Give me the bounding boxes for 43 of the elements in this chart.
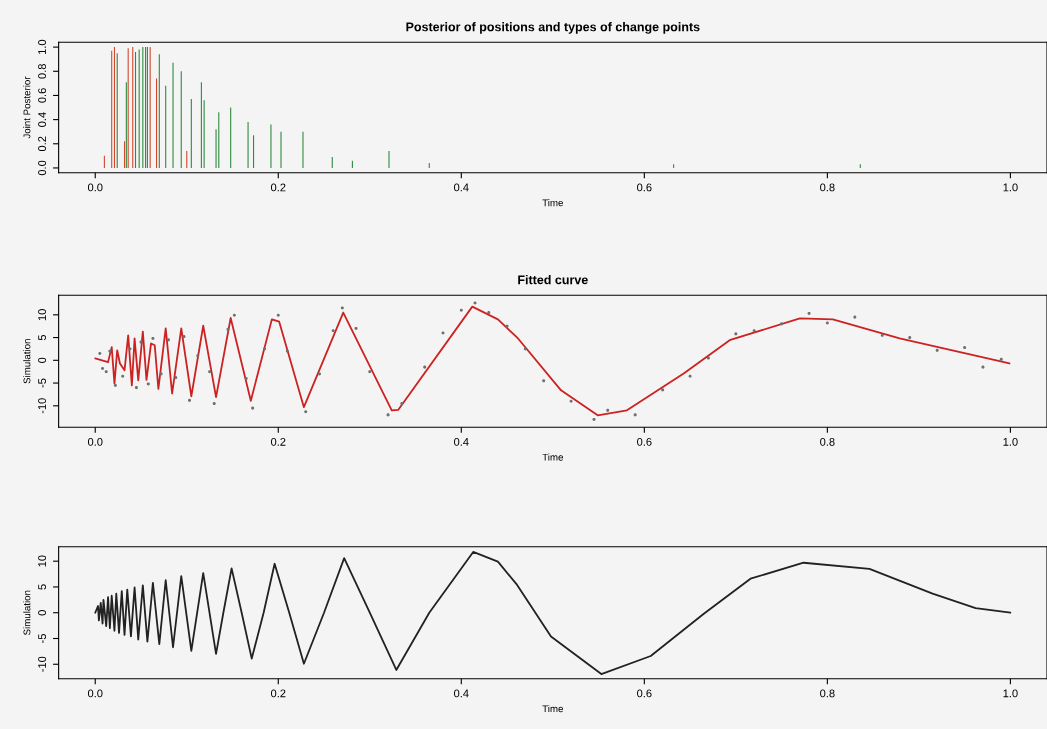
y-tick-label: 0.6 bbox=[38, 88, 47, 103]
chart-title: Fitted curve bbox=[518, 275, 588, 285]
x-tick-label: 0.6 bbox=[637, 689, 652, 698]
x-tick-label: 1.0 bbox=[1003, 437, 1018, 446]
x-axis-title: Time bbox=[542, 705, 563, 713]
y-tick-label: -5 bbox=[38, 378, 47, 388]
x-tick-label: 0.4 bbox=[454, 689, 469, 698]
y-tick-label: 0.0 bbox=[38, 160, 47, 176]
y-axis-title: Joint Posterior bbox=[23, 76, 31, 139]
line-series bbox=[94, 550, 1012, 675]
x-tick-label: 0.6 bbox=[637, 183, 652, 192]
x-tick-label: 0.0 bbox=[87, 437, 103, 446]
x-tick-label: 0.4 bbox=[454, 437, 469, 446]
y-tick-label: -5 bbox=[38, 634, 47, 643]
x-tick-label: 1.0 bbox=[1003, 183, 1018, 192]
y-tick-label: 0 bbox=[38, 610, 47, 616]
x-tick-label: 0.4 bbox=[454, 183, 469, 192]
y-tick-label: 10 bbox=[38, 309, 47, 321]
y-tick-label: 5 bbox=[38, 334, 47, 341]
y-tick-label: 5 bbox=[38, 584, 47, 590]
y-axis-title: Simulation bbox=[23, 339, 31, 384]
x-tick-label: 0.2 bbox=[270, 689, 286, 698]
x-tick-label: 1.0 bbox=[1003, 689, 1018, 698]
y-tick-label: 0.8 bbox=[38, 64, 47, 79]
y-tick-label: 0 bbox=[38, 357, 47, 363]
x-tick-label: 0.0 bbox=[87, 183, 103, 192]
x-tick-label: 0.8 bbox=[820, 437, 835, 446]
x-tick-label: 0.6 bbox=[637, 437, 652, 446]
y-axis-title: Simulation bbox=[23, 590, 31, 635]
x-tick-label: 0.8 bbox=[820, 689, 835, 698]
y-tick-label: 1.0 bbox=[38, 39, 47, 54]
chart-title: Posterior of positions and types of change points bbox=[406, 22, 700, 34]
y-tick-label: -10 bbox=[38, 656, 47, 672]
y-tick-label: 0.4 bbox=[38, 112, 47, 127]
x-axis-title: Time bbox=[542, 199, 563, 207]
x-tick-label: 0.8 bbox=[820, 183, 835, 192]
x-axis-title: Time bbox=[542, 453, 563, 461]
x-tick-label: 0.2 bbox=[270, 437, 286, 446]
x-tick-label: 0.0 bbox=[87, 689, 103, 698]
y-tick-label: -10 bbox=[38, 398, 47, 414]
y-tick-label: 10 bbox=[38, 555, 47, 567]
x-tick-label: 0.2 bbox=[270, 183, 286, 192]
y-tick-label: 0.2 bbox=[38, 136, 47, 152]
